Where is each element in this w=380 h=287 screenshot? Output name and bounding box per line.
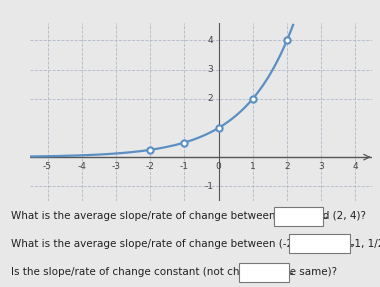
Text: 4: 4 [208,36,214,45]
Text: 0: 0 [215,162,222,171]
Text: What is the average slope/rate of change between (0, 1) and (2, 4)?: What is the average slope/rate of change… [11,212,366,221]
Text: 2: 2 [284,162,290,171]
Text: -1: -1 [180,162,189,171]
Text: ⌄: ⌄ [321,212,329,221]
Text: ⌄: ⌄ [348,239,356,249]
FancyBboxPatch shape [239,263,289,282]
Text: ·: · [298,239,302,249]
Text: -3: -3 [111,162,120,171]
Text: Is the slope/rate of change constant (not changing/the same)?: Is the slope/rate of change constant (no… [11,267,337,277]
FancyBboxPatch shape [274,207,323,226]
Text: ⌄: ⌄ [287,267,295,277]
Text: -1: -1 [204,182,214,191]
Text: -4: -4 [77,162,86,171]
Text: 4: 4 [353,162,358,171]
Text: 3: 3 [207,65,214,74]
Text: -5: -5 [43,162,52,171]
Text: What is the average slope/rate of change between (-2, 1/4) and (-1, 1/2)?: What is the average slope/rate of change… [11,239,380,249]
Text: 3: 3 [318,162,324,171]
Text: 1: 1 [250,162,256,171]
Text: 2: 2 [208,94,214,103]
Text: 3/2: 3/2 [283,212,300,221]
Text: -2: -2 [146,162,155,171]
FancyBboxPatch shape [289,234,350,253]
